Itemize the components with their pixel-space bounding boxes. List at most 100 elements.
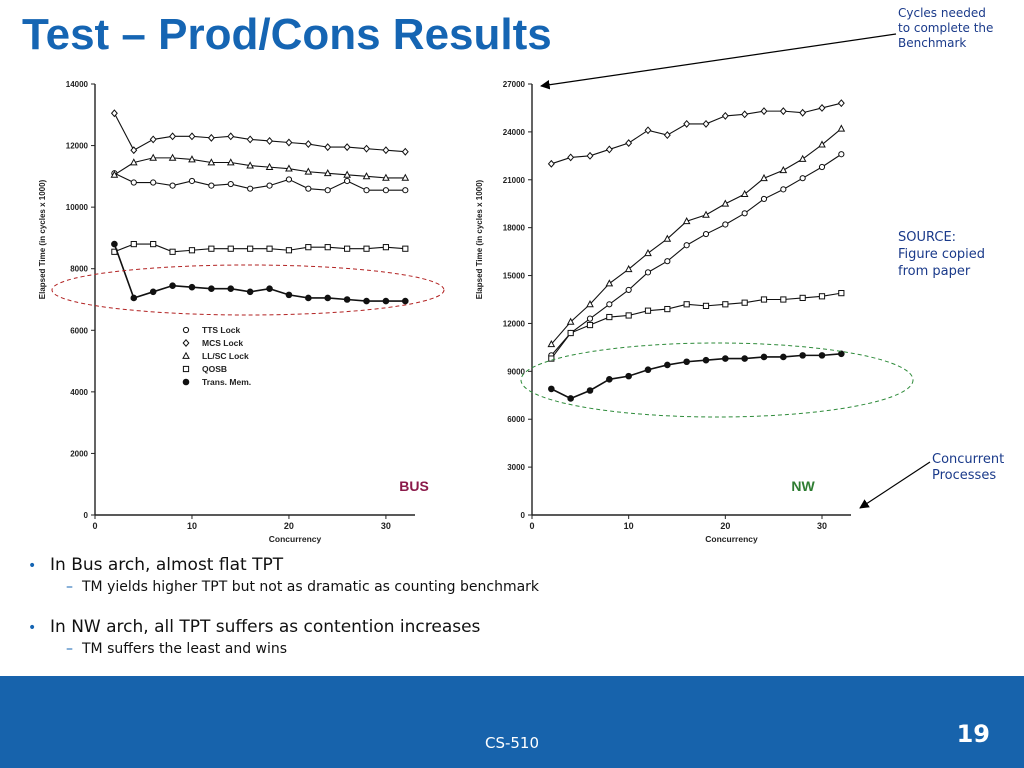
data-point bbox=[605, 145, 613, 154]
data-point bbox=[362, 172, 371, 180]
data-point bbox=[702, 119, 710, 128]
data-point bbox=[663, 234, 672, 242]
y-axis-label: Elapsed Time (in cycles x 1000) bbox=[38, 179, 47, 299]
x-tick-label: 0 bbox=[92, 521, 97, 531]
data-point bbox=[702, 302, 710, 309]
y-tick-label: 0 bbox=[521, 511, 526, 520]
data-point bbox=[548, 385, 555, 393]
data-point bbox=[246, 161, 254, 169]
data-point bbox=[799, 175, 806, 182]
data-point bbox=[644, 269, 652, 276]
data-point bbox=[382, 187, 390, 194]
data-point bbox=[305, 244, 312, 251]
data-point bbox=[150, 240, 157, 248]
y-tick-label: 2000 bbox=[70, 449, 88, 458]
data-point bbox=[606, 301, 613, 308]
data-point bbox=[722, 221, 729, 228]
cycles-note-line: to complete the bbox=[898, 21, 994, 35]
data-point bbox=[344, 177, 351, 185]
arch-label: NW bbox=[791, 478, 815, 494]
data-point bbox=[682, 217, 691, 225]
series-mcs-lock bbox=[110, 109, 409, 156]
data-point bbox=[227, 132, 235, 141]
data-point bbox=[227, 245, 234, 252]
series-line bbox=[550, 153, 842, 356]
data-point bbox=[779, 107, 787, 116]
data-point bbox=[702, 230, 710, 238]
data-point bbox=[130, 294, 138, 302]
data-point bbox=[760, 107, 768, 116]
concurrent-arrow bbox=[859, 461, 931, 509]
data-point bbox=[624, 264, 633, 273]
course-label: CS-510 bbox=[484, 734, 540, 752]
y-axis-label: Elapsed Time (in cycles x 1000) bbox=[475, 179, 484, 299]
data-point bbox=[567, 395, 574, 402]
data-point bbox=[402, 297, 409, 305]
data-point bbox=[247, 245, 254, 252]
x-tick-label: 10 bbox=[187, 521, 197, 531]
data-point bbox=[227, 285, 235, 293]
data-point bbox=[780, 353, 787, 361]
dash-icon: – bbox=[66, 641, 73, 657]
data-point bbox=[741, 210, 748, 217]
data-point bbox=[818, 163, 826, 171]
data-point bbox=[382, 244, 390, 251]
y-tick-label: 21000 bbox=[503, 176, 526, 185]
data-point bbox=[838, 290, 845, 297]
data-point bbox=[683, 301, 690, 308]
page-number: 19 bbox=[956, 720, 990, 748]
data-point bbox=[663, 131, 671, 140]
series-trans-mem- bbox=[548, 350, 845, 402]
data-point bbox=[265, 162, 274, 171]
data-point bbox=[169, 182, 176, 189]
data-point bbox=[169, 282, 176, 289]
data-point bbox=[644, 366, 652, 374]
data-point bbox=[401, 173, 410, 181]
sub-bullet-item: – TM yields higher TPT but not as dramati… bbox=[66, 579, 928, 595]
x-tick-label: 20 bbox=[284, 521, 294, 531]
data-point bbox=[150, 179, 157, 186]
data-point bbox=[130, 240, 137, 248]
data-point bbox=[182, 378, 190, 386]
data-point bbox=[818, 140, 826, 148]
legend: TTS Lock MCS Lock LL/SC Lock QOSB Trans. Mem… bbox=[182, 325, 251, 387]
series-line bbox=[114, 157, 406, 179]
data-point bbox=[305, 294, 312, 302]
concurrent-note: Concurrent Processes bbox=[932, 452, 1004, 484]
bullet-item: • In NW arch, all TPT suffers as contenti… bbox=[28, 617, 928, 637]
data-point bbox=[188, 247, 196, 254]
chart-bus: 0 10 20 30 0 2000 4000 6000 8000 10000 12000 14000 C… bbox=[38, 80, 445, 544]
charts-group: 0 10 20 3002000400060008000100001200014000C… bbox=[38, 80, 914, 544]
x-tick-label: 30 bbox=[381, 521, 391, 531]
data-point bbox=[129, 158, 138, 166]
chart-nw: 0 10 20 30 0 3000 6000 9000 12000 15000 18000 21000… bbox=[475, 80, 914, 544]
data-point bbox=[324, 187, 331, 194]
data-point bbox=[182, 351, 190, 359]
data-point bbox=[182, 365, 190, 373]
data-point bbox=[363, 245, 370, 252]
x-axis-label: Concurrency bbox=[269, 534, 322, 544]
data-point bbox=[285, 164, 293, 172]
data-point bbox=[266, 182, 273, 189]
data-point bbox=[188, 177, 196, 185]
y-tick-label: 24000 bbox=[503, 128, 526, 137]
data-point bbox=[401, 147, 409, 156]
data-point bbox=[402, 245, 409, 252]
data-point bbox=[227, 180, 234, 188]
data-point bbox=[363, 187, 370, 194]
y-tick-label: 15000 bbox=[503, 272, 526, 281]
legend-label: QOSB bbox=[202, 364, 227, 374]
data-point bbox=[567, 329, 574, 337]
concurrent-note-line: Concurrent bbox=[932, 452, 1005, 467]
data-point bbox=[343, 296, 351, 303]
data-point bbox=[285, 247, 293, 254]
data-point bbox=[606, 376, 613, 383]
bullet-list: • In Bus arch, almost flat TPT – TM yields… bbox=[28, 555, 928, 679]
series-ll-sc-lock bbox=[547, 124, 846, 348]
data-point bbox=[664, 305, 671, 313]
data-point bbox=[702, 356, 710, 364]
data-point bbox=[168, 153, 177, 161]
data-point bbox=[188, 132, 196, 141]
data-point bbox=[266, 285, 273, 293]
y-tick-label: 6000 bbox=[507, 415, 525, 424]
